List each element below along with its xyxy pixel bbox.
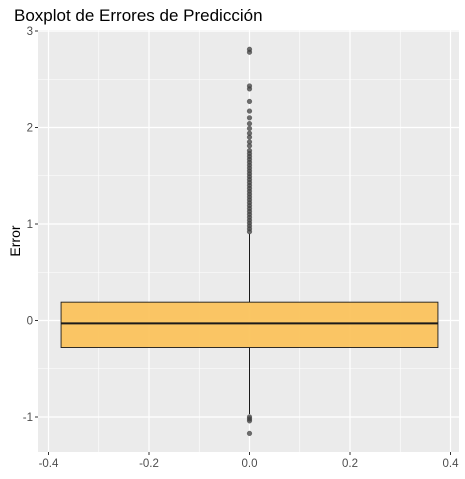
- outlier-point: [246, 148, 253, 154]
- iqr-box: [60, 301, 439, 348]
- y-tick-label: 2: [27, 123, 33, 135]
- x-tick-label: -0.2: [139, 458, 159, 470]
- outlier-point: [246, 139, 253, 145]
- outlier-point: [246, 115, 253, 121]
- axes: -0.4 -0.2 0.0 0.2 0.4 -1 0 1 2 3: [23, 26, 459, 470]
- x-tick-label: 0.0: [242, 458, 258, 470]
- outlier-point: [246, 108, 253, 114]
- y-tick-label: -1: [23, 412, 33, 424]
- y-tick-label: 3: [27, 26, 33, 38]
- outlier-point: [246, 120, 253, 127]
- boxplot-group: [60, 233, 439, 415]
- y-tick-label: 0: [27, 316, 33, 328]
- x-tick-label: -0.4: [39, 458, 59, 470]
- outlier-point: [246, 125, 253, 132]
- outlier-points: [246, 46, 253, 437]
- x-tick-label: 0.2: [342, 458, 358, 470]
- outlier-point: [246, 130, 253, 136]
- x-tick-label: 0.4: [443, 458, 460, 470]
- outlier-point: [246, 430, 253, 437]
- outlier-point: [246, 418, 253, 424]
- y-tick-label: 1: [27, 219, 33, 231]
- y-axis-title: Error: [7, 225, 23, 256]
- outlier-point: [246, 83, 253, 89]
- outlier-point: [246, 98, 253, 105]
- plot-panel: [38, 30, 459, 452]
- chart-title: Boxplot de Errores de Predicción: [14, 6, 263, 25]
- outlier-point: [246, 46, 253, 52]
